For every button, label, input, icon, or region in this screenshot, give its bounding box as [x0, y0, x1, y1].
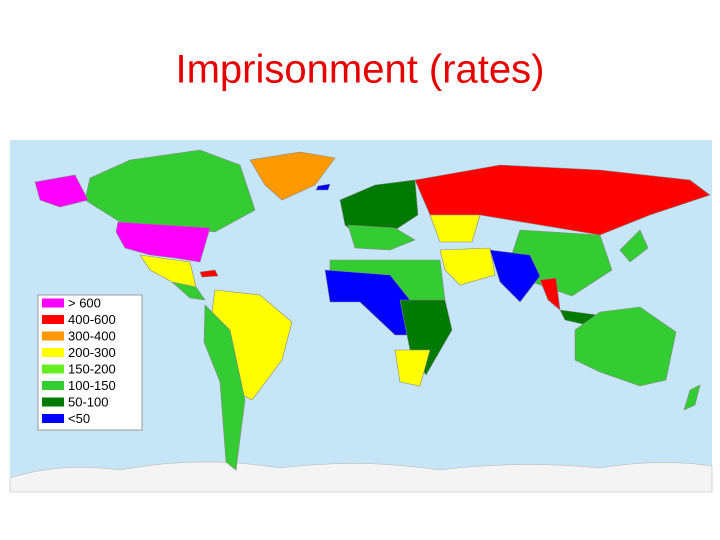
legend-swatch [42, 298, 64, 308]
legend-label: > 600 [68, 295, 101, 310]
legend-swatch [42, 315, 64, 324]
country-region [84, 149, 256, 233]
country-region [199, 269, 219, 278]
country-region [683, 384, 701, 411]
country-region [315, 183, 331, 191]
country-region [439, 247, 496, 286]
antarctica [9, 461, 713, 493]
country-region [399, 299, 453, 376]
country-region [339, 179, 419, 239]
legend-label: <50 [68, 411, 90, 426]
legend-label: 300-400 [68, 328, 116, 343]
legend-label: 150-200 [68, 361, 116, 376]
country-region [170, 281, 206, 301]
legend-swatch [42, 397, 64, 407]
country-region [574, 306, 677, 387]
country-region [347, 224, 416, 251]
legend-swatch [42, 348, 64, 357]
legend-swatch [42, 381, 64, 390]
country-region [115, 221, 211, 263]
country-region [429, 214, 481, 243]
legend-swatch [42, 364, 64, 374]
legend-label: 200-300 [68, 345, 116, 360]
country-region [249, 151, 336, 201]
legend-label: 400-600 [68, 312, 116, 327]
map [34, 149, 711, 471]
country-region [489, 249, 541, 303]
country-region [34, 174, 89, 208]
legend-label: 50-100 [68, 394, 108, 409]
legend-swatch [42, 414, 64, 423]
country-region [619, 229, 649, 263]
country-region [203, 304, 246, 471]
legend-label: 100-150 [68, 378, 116, 393]
country-region [394, 349, 431, 387]
title: Imprisonment (rates) [176, 48, 545, 92]
legend-swatch [42, 331, 64, 341]
